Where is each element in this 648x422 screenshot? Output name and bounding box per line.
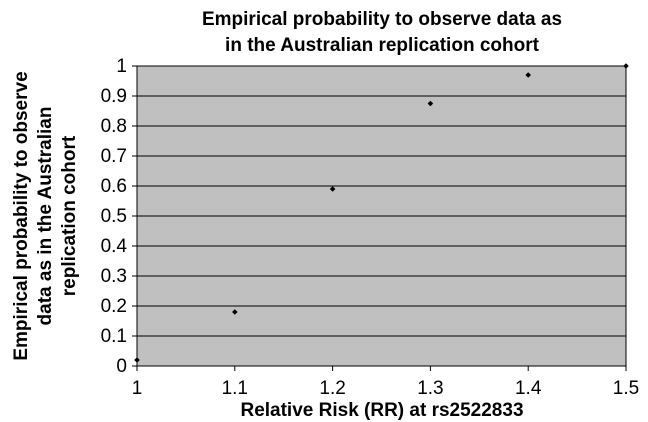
y-tick-label: 0.5 (101, 206, 127, 227)
y-tick-label: 0.8 (101, 116, 127, 137)
x-axis-ticks: 1 1.1 1.2 1.3 1.4 1.5 (132, 366, 639, 399)
y-tick-label: 0.3 (101, 266, 127, 287)
x-tick-label: 1.4 (515, 378, 542, 399)
data-point (232, 309, 238, 315)
y-tick-label: 1 (116, 56, 127, 77)
y-axis-label-line-2: data as in the Australian (35, 107, 56, 326)
x-tick-label: 1.2 (319, 378, 345, 399)
y-axis-label-line-3: replication cohort (59, 135, 80, 296)
x-tick-label: 1.1 (222, 378, 248, 399)
x-tick-label: 1.5 (613, 378, 639, 399)
x-tick-label: 1.3 (417, 378, 443, 399)
data-point (134, 357, 140, 363)
y-tick-label: 0.7 (101, 146, 127, 167)
data-point (427, 100, 434, 107)
y-tick-label: 0.9 (101, 86, 127, 107)
y-axis-ticks: 0 0.1 0.2 0.3 0.4 0.5 0.6 0.7 0.8 0.9 1 (101, 56, 137, 377)
x-tick-label: 1 (132, 378, 143, 399)
data-points (134, 63, 629, 363)
data-point (623, 63, 629, 69)
y-tick-label: 0.6 (101, 176, 127, 197)
chart-title-line-2: in the Australian replication cohort (225, 35, 540, 56)
gridlines (137, 95, 626, 337)
data-point (329, 186, 336, 192)
y-tick-label: 0.2 (101, 296, 127, 317)
y-tick-label: 0 (116, 356, 127, 377)
chart-title-line-1: Empirical probability to observe data as (202, 9, 562, 30)
data-point (525, 72, 531, 78)
y-axis-label-line-1: Empirical probability to observe (11, 71, 32, 360)
y-axis-label: Empirical probability to observe data as… (11, 71, 80, 360)
x-axis-label: Relative Risk (RR) at rs2522833 (240, 400, 523, 421)
y-tick-label: 0.4 (101, 236, 128, 257)
y-tick-label: 0.1 (101, 326, 127, 347)
